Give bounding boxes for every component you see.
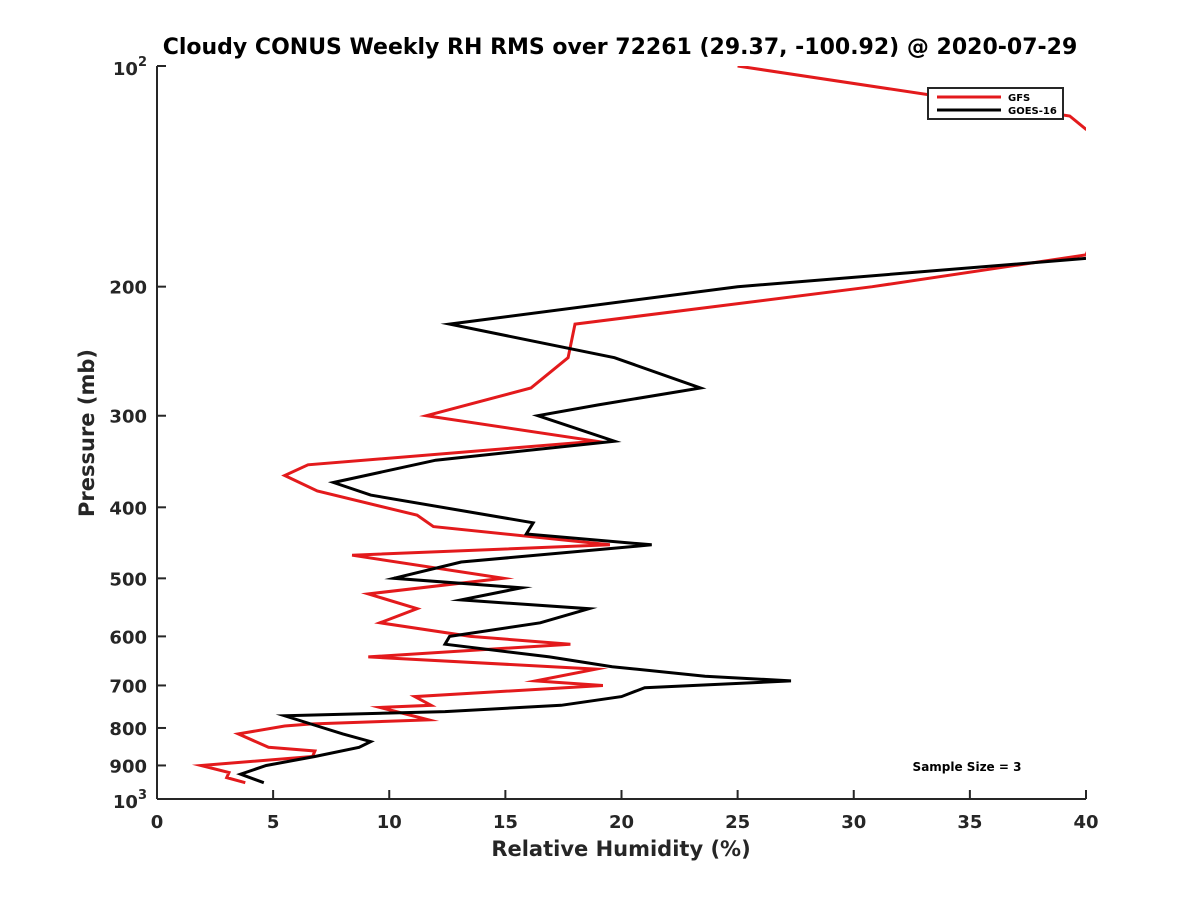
y-tick-label: 800 bbox=[109, 719, 147, 740]
y-tick-base: 10 bbox=[113, 792, 138, 813]
y-tick-label: 103 bbox=[113, 788, 147, 813]
y-tick-label: 500 bbox=[109, 569, 147, 590]
legend: GFS GOES-16 bbox=[927, 87, 1064, 120]
sample-size-annotation: Sample Size = 3 bbox=[913, 760, 1022, 774]
x-tick-label: 35 bbox=[957, 812, 982, 833]
y-axis-label: Pressure (mb) bbox=[75, 349, 99, 517]
legend-label: GOES-16 bbox=[1008, 106, 1057, 117]
y-tick-exponent: 3 bbox=[138, 788, 147, 803]
x-tick-label: 25 bbox=[725, 812, 750, 833]
x-axis-label: Relative Humidity (%) bbox=[491, 837, 750, 861]
x-tick-label: 5 bbox=[267, 812, 280, 833]
legend-box bbox=[927, 87, 1064, 120]
x-tick-label: 0 bbox=[151, 812, 164, 833]
series-line-gfs bbox=[191, 66, 1086, 785]
legend-label: GFS bbox=[1008, 93, 1030, 104]
series-line-goes-16 bbox=[236, 256, 1086, 785]
chart-title: Cloudy CONUS Weekly RH RMS over 72261 (2… bbox=[163, 35, 1078, 60]
x-tick-label: 15 bbox=[493, 812, 518, 833]
y-tick-label: 102 bbox=[113, 55, 147, 80]
y-tick-label: 200 bbox=[109, 278, 147, 299]
y-tick-label: 600 bbox=[109, 627, 147, 648]
y-tick-label: 300 bbox=[109, 407, 147, 428]
y-tick-base: 10 bbox=[113, 59, 138, 80]
x-tick-label: 30 bbox=[841, 812, 866, 833]
y-tick-label: 900 bbox=[109, 756, 147, 777]
x-tick-label: 10 bbox=[377, 812, 402, 833]
x-tick-label: 20 bbox=[609, 812, 634, 833]
y-tick-exponent: 2 bbox=[138, 55, 147, 70]
y-tick-label: 700 bbox=[109, 676, 147, 697]
y-tick-label: 400 bbox=[109, 498, 147, 519]
series-layer bbox=[191, 66, 1086, 785]
axes-layer: 0 5 10 15 20 25 30 35 40102200300400500600700800… bbox=[109, 55, 1098, 833]
x-tick-label: 40 bbox=[1073, 812, 1098, 833]
